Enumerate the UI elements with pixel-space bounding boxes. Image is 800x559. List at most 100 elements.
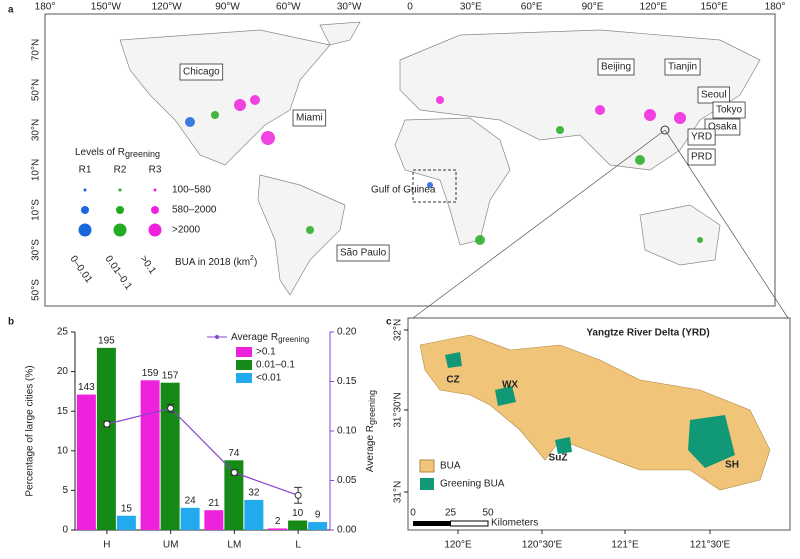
bar [180,507,200,530]
legend-title-part: greening [125,149,160,159]
place-label: Gulf of Guinea [371,185,436,196]
inset-lon-label: 121°30′E [690,540,731,551]
place-label: Beijing [601,62,631,73]
lat-tick-label: 30°S [31,239,42,261]
place-label: Tianjin [668,62,697,73]
place-box [712,101,746,119]
greening-bua [688,415,735,468]
inset-legend-swatch [419,459,435,473]
y2-tick-label: 0.00 [337,525,357,536]
city-dot [261,131,275,145]
inset-legend-label: Greening BUA [440,479,505,490]
count-label: 32 [248,488,260,499]
lon-tick-label: 30°E [460,2,482,13]
lon-tick-label: 180° [35,2,56,13]
south-america [257,174,346,296]
city-dot [635,155,645,165]
x-tick-label: L [295,540,301,551]
count-label: 195 [98,335,115,346]
legend-dot [83,188,87,192]
y-tick-label: 20 [57,366,69,377]
bar [288,520,308,530]
place-box [179,63,224,81]
x-tick-label: LM [227,540,241,551]
city-dot [306,226,314,234]
scale-label: 0 [410,508,416,519]
y-tick-label: 10 [57,445,69,456]
city-dot [556,126,564,134]
inset-lon-label: 120°30′E [522,540,563,551]
yrd-marker [660,125,670,135]
city-dot [644,109,656,121]
lon-tick-label: 120°E [640,2,668,13]
legend-dot [148,223,162,237]
place-box [292,109,327,127]
count-label: 157 [162,370,179,381]
lat-tick-label: 10°N [31,159,42,181]
legend-title-part: Levels of R [75,147,125,158]
lon-tick-label: 150°E [700,2,728,13]
bar [160,382,180,530]
place-box [597,58,635,76]
y2-axis-title-part: greening [367,390,377,425]
city-dot [436,96,444,104]
place-label: Tokyo [716,105,743,116]
count-label: 159 [142,368,159,379]
inset-place: WX [502,380,518,391]
place-label: Osaka [708,122,737,133]
zoom-line [412,129,666,319]
y-axis-title: Percentage of large cities (%) [25,365,36,496]
panel-label: b [8,317,14,328]
average-line [106,407,299,496]
city-dot [475,235,485,245]
legend-dot [151,206,159,214]
average-point [294,491,302,499]
scale-bar [450,520,489,527]
legend-dot [81,206,89,214]
bar [204,510,224,530]
legend-column: R2 [114,165,127,176]
place-box [336,244,390,262]
city-dot [211,111,219,119]
bar [76,394,96,530]
panel-label: a [8,5,14,16]
legend-dot [113,223,127,237]
inset-legend-swatch [420,478,434,490]
bar [224,460,244,530]
greening-bua [445,352,462,368]
lon-tick-label: 60°W [276,2,301,13]
count-label: 21 [208,498,220,509]
city-dot [185,117,195,127]
lat-tick-label: 70°N [31,39,42,61]
legend-label: >0.1 [256,347,276,358]
place-label: São Paulo [340,248,387,259]
bar [308,522,328,530]
count-label: 9 [315,510,321,521]
average-point [103,420,111,428]
legend-title: Levels of Rgreening [75,147,160,160]
greenland [319,21,361,46]
lon-tick-label: 90°W [215,2,240,13]
legend-label: <0.01 [256,373,282,384]
australia [639,204,721,266]
legend-size-title: BUA in 2018 (km2) [175,255,257,268]
inset-title: Yangtze River Delta (YRD) [586,328,709,339]
lat-tick-label: 30°N [31,119,42,141]
legend-label: 0.01–0.1 [256,360,295,371]
lon-tick-label: 90°E [582,2,604,13]
x-tick-label: H [103,540,110,551]
legend-label-part: greening [278,335,309,344]
inset-lat-label: 32°N [393,319,404,341]
legend-dot [153,188,157,192]
scale-label: 50 [482,508,494,519]
average-point [230,469,238,477]
legend-size-title-part: ) [254,257,257,268]
legend-row-label: 100–580 [172,185,211,196]
bar [140,380,160,530]
y2-tick-label: 0.10 [337,426,357,437]
greening-bua [555,437,572,454]
y2-tick-label: 0.15 [337,376,357,387]
lon-tick-label: 120°W [152,2,183,13]
africa [394,117,511,246]
y-tick-label: 15 [57,406,69,417]
